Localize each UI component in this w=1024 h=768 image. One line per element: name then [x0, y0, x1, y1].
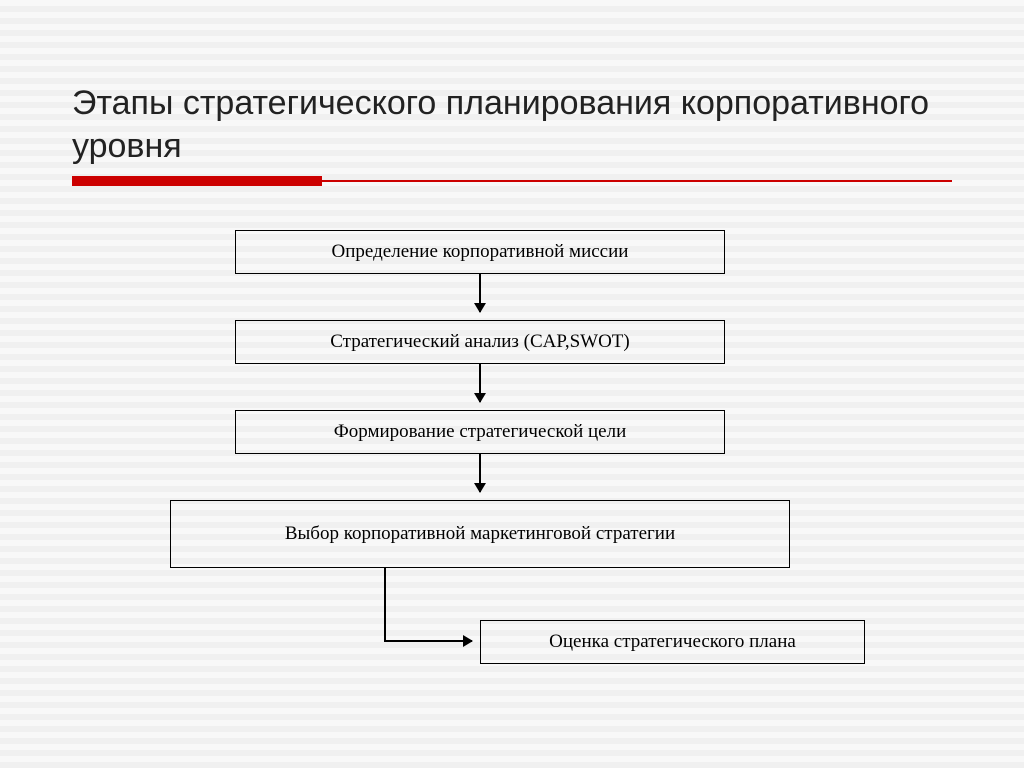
flowchart-node-label: Оценка стратегического плана — [549, 630, 796, 654]
flowchart-node: Стратегический анализ (CAP,SWOT) — [235, 320, 725, 364]
flowchart-node: Формирование стратегической цели — [235, 410, 725, 454]
flowchart-node-label: Определение корпоративной миссии — [332, 240, 629, 264]
slide-content: Этапы стратегического планирования корпо… — [0, 0, 1024, 768]
flowchart-diagram: Определение корпоративной миссии Стратеги… — [0, 0, 1024, 768]
flowchart-arrow — [479, 364, 481, 402]
flowchart-node: Определение корпоративной миссии — [235, 230, 725, 274]
flowchart-node-label: Стратегический анализ (CAP,SWOT) — [330, 330, 630, 354]
flowchart-node-label: Выбор корпоративной маркетинговой страте… — [285, 522, 675, 546]
flowchart-node: Выбор корпоративной маркетинговой страте… — [170, 500, 790, 568]
flowchart-node-label: Формирование стратегической цели — [334, 420, 627, 444]
flowchart-arrow — [479, 274, 481, 312]
flowchart-arrow — [384, 568, 386, 642]
flowchart-arrow — [479, 454, 481, 492]
flowchart-node: Оценка стратегического плана — [480, 620, 865, 664]
flowchart-arrow — [385, 640, 472, 642]
